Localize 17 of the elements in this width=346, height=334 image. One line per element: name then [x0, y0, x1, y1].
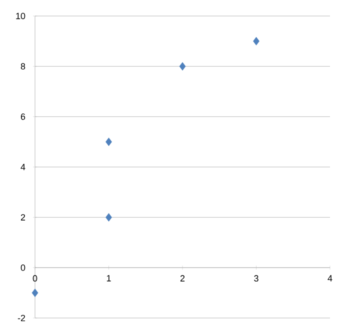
- x-tick-label: 1: [106, 275, 111, 282]
- point: [253, 36, 260, 46]
- y-tick-label: 10: [16, 12, 26, 20]
- y-tick-label: 4: [20, 164, 26, 170]
- x-tick-label: 4: [328, 275, 332, 282]
- y-tick-label: -2: [18, 314, 26, 322]
- x-tick-label: 0: [32, 275, 38, 282]
- point: [179, 62, 186, 71]
- y-tick-label: 0: [20, 264, 26, 271]
- point: [106, 213, 112, 222]
- point: [106, 138, 112, 146]
- x-tick-label: 3: [254, 275, 258, 282]
- point: [32, 288, 38, 298]
- y-tick-label: 8: [20, 63, 26, 70]
- x-tick-label: 2: [180, 275, 185, 282]
- y-tick-label: 2: [20, 214, 26, 220]
- y-tick-label: 6: [20, 113, 26, 120]
